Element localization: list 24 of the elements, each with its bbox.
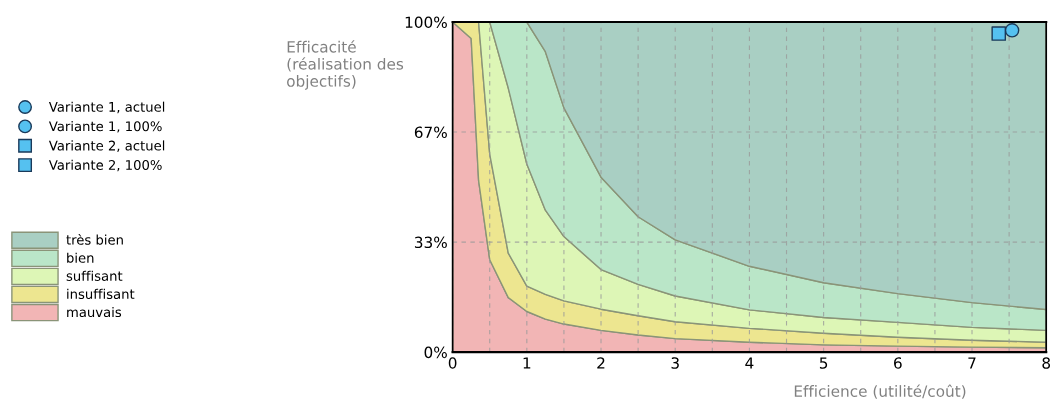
legend-label: Variante 2, actuel — [48, 140, 165, 152]
x-tick-label: 2 — [597, 357, 605, 369]
x-tick-label: 7 — [968, 357, 976, 369]
legend-label: mauvais — [67, 306, 122, 318]
x-tick-label: 5 — [819, 357, 828, 369]
legend-label: Variante 1, actuel — [48, 101, 165, 114]
x-tick-label: 3 — [671, 357, 679, 369]
y-tick-label: 0% — [424, 346, 447, 359]
x-axis-title: Efficience (utilité/coût) — [794, 384, 966, 399]
legend-label: bien — [67, 252, 94, 263]
y-axis-title: Efficacité (réalisation des objectifs) — [287, 40, 404, 90]
y-tick-label: 33% — [414, 236, 447, 249]
x-tick-label: 1 — [523, 357, 531, 369]
y-tick-label: 100% — [405, 16, 447, 29]
legend-label: insuffisant — [67, 288, 135, 300]
y-tick-label: 67% — [414, 126, 447, 139]
legend-label: suffisant — [66, 270, 123, 281]
legend-label: très bien — [66, 234, 123, 245]
x-tick-label: 4 — [745, 357, 754, 369]
x-tick-label: 8 — [1042, 357, 1051, 369]
legend-label: Variante 2, 100% — [48, 159, 162, 172]
x-tick-label: 0 — [448, 357, 457, 369]
x-tick-label: 6 — [894, 357, 902, 369]
legend-label: Variante 1, 100% — [48, 121, 162, 133]
